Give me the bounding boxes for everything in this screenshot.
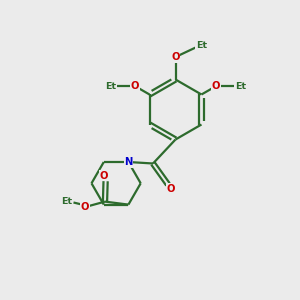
Text: O: O <box>131 81 140 91</box>
Text: Et: Et <box>196 41 207 50</box>
Text: Et: Et <box>235 82 246 91</box>
Text: O: O <box>212 81 220 91</box>
Text: N: N <box>124 157 133 167</box>
Text: O: O <box>100 171 108 181</box>
Text: Et: Et <box>105 82 116 91</box>
Text: O: O <box>166 184 175 194</box>
Text: O: O <box>171 52 180 62</box>
Text: Et: Et <box>61 197 73 206</box>
Text: O: O <box>81 202 89 212</box>
